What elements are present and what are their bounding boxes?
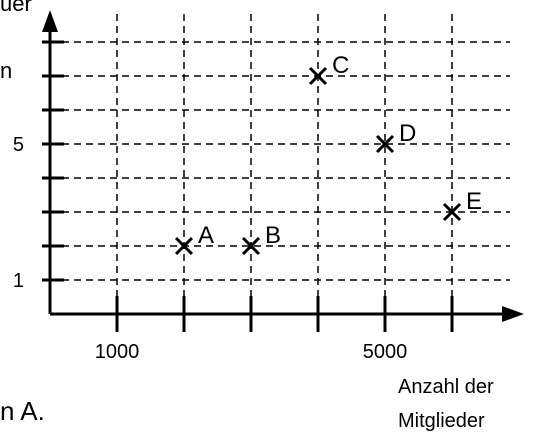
x-tick-label-1000: 1000 — [95, 341, 140, 363]
data-points: A B C D E — [174, 52, 482, 256]
y-tick-label-1: 1 — [13, 270, 24, 292]
data-point-label-B: B — [265, 222, 281, 249]
data-point-label-E: E — [466, 188, 482, 215]
data-point-label-C: C — [332, 52, 349, 79]
data-point-mark-D-b — [375, 134, 395, 154]
data-point-mark-A-b — [174, 236, 194, 256]
data-point-A: A — [174, 222, 214, 256]
data-point-C: C — [308, 52, 349, 86]
y-tick-label-5: 5 — [13, 134, 24, 156]
data-point-mark-E-b — [442, 202, 462, 222]
data-point-E: E — [442, 188, 482, 222]
x-tick-label-5000: 5000 — [363, 341, 408, 363]
data-point-mark-B-b — [241, 236, 261, 256]
top-left-text-fragment: uer — [0, 0, 32, 16]
x-axis-arrowhead — [502, 306, 524, 322]
grid-lines — [50, 14, 510, 314]
tick-marks — [42, 40, 454, 332]
axes — [42, 10, 524, 322]
data-point-label-D: D — [399, 120, 416, 147]
data-point-D: D — [375, 120, 416, 154]
tick-labels: 1000 5000 1 5 — [13, 134, 407, 363]
x-axis-label-line-2: Mitglieder — [398, 410, 485, 432]
data-point-label-A: A — [198, 222, 214, 249]
bottom-left-text-fragment: n A. — [0, 396, 45, 426]
data-point-mark-C-b — [308, 66, 328, 86]
data-point-B: B — [241, 222, 281, 256]
x-axis-label: Anzahl der Mitglieder — [398, 370, 534, 438]
left-edge-text-fragment: n — [0, 58, 13, 83]
x-axis-label-line-1: Anzahl der — [398, 376, 494, 398]
y-axis-arrowhead — [42, 10, 58, 32]
